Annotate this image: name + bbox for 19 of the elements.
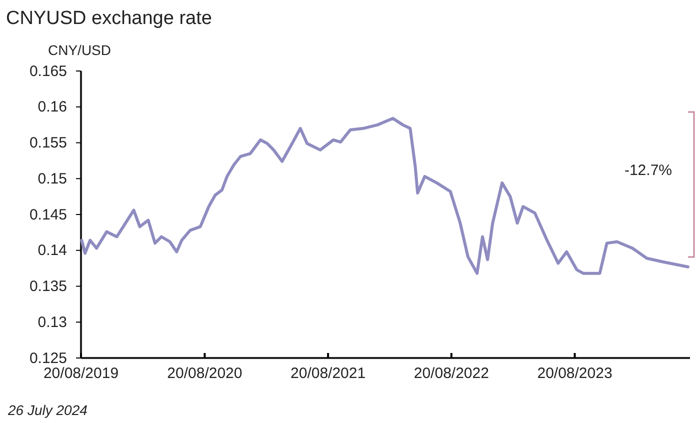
line-series <box>80 116 690 275</box>
y-axis-title: CNY/USD <box>48 42 112 58</box>
x-tick-label: 20/08/2019 <box>43 365 119 382</box>
y-tick-label: 0.155 <box>29 134 67 152</box>
x-tick-label: 20/08/2020 <box>167 365 242 382</box>
y-tick-label: 0.13 <box>38 314 67 331</box>
chart-title: CNYUSD exchange rate <box>6 8 212 29</box>
x-tick-label: 20/08/2023 <box>537 365 612 382</box>
annotation: -12.7% <box>624 162 672 179</box>
y-tick-label: 0.145 <box>29 206 67 224</box>
y-tick-label: 0.16 <box>38 98 67 116</box>
y-tick-label: 0.125 <box>29 350 67 367</box>
y-tick-label: 0.15 <box>38 170 67 188</box>
y-tick-label: 0.135 <box>29 278 67 296</box>
y-tick-label: 0.165 <box>29 62 67 80</box>
text: 26 July 2024 <box>7 402 88 418</box>
x-tick-label: 20/08/2022 <box>414 365 489 382</box>
x-tick-label: 20/08/2021 <box>290 365 366 382</box>
y-tick-label: 0.14 <box>38 242 67 260</box>
